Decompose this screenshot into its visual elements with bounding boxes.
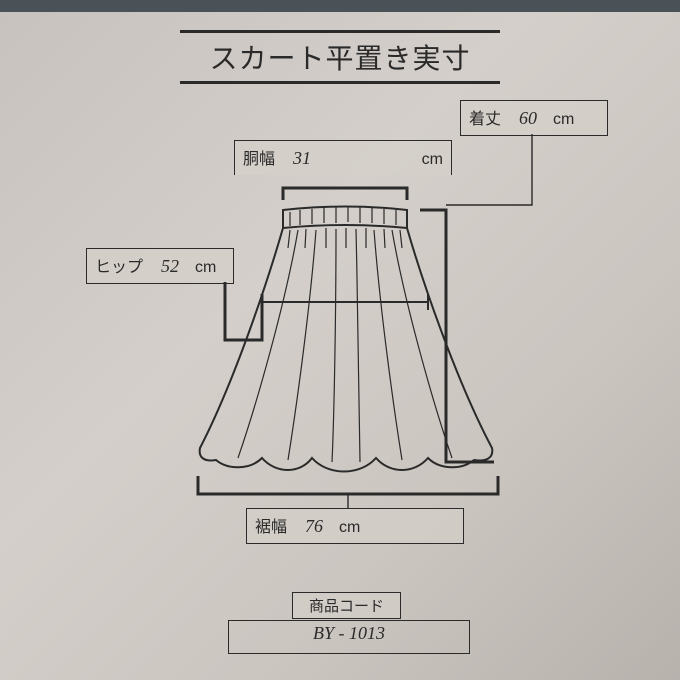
length-leader <box>446 134 532 205</box>
skirt-diagram <box>0 0 680 680</box>
skirt-pleats <box>238 228 452 462</box>
length-bracket <box>428 210 494 462</box>
skirt-body <box>200 228 493 472</box>
waist-bracket <box>283 188 407 200</box>
measurement-sheet: スカート平置き実寸 着丈 60 cm 胴幅 31 cm ヒップ 52 cm 裾幅… <box>0 0 680 680</box>
skirt-waistband <box>283 207 407 229</box>
hem-bracket <box>198 476 498 494</box>
waistband-ribbing <box>290 207 396 226</box>
